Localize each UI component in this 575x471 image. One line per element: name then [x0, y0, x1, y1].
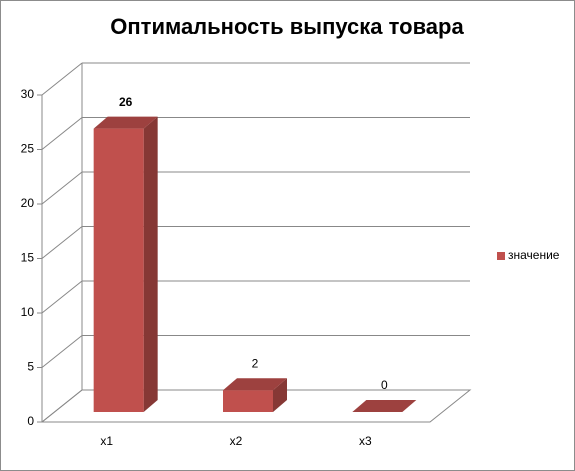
y-tick-label: 10: [21, 305, 35, 319]
bar-side: [143, 116, 158, 412]
x-tick-label: x2: [230, 434, 243, 448]
bar: [223, 390, 273, 412]
grid-line: [41, 226, 83, 259]
bar-top: [93, 116, 158, 129]
y-tick-label: 20: [21, 196, 35, 210]
grid-line: [41, 335, 83, 368]
x-tick-label: x3: [359, 434, 372, 448]
legend-label: значение: [508, 248, 560, 262]
data-label: 0: [381, 378, 388, 392]
x-tick-label: x1: [100, 434, 113, 448]
grid-line: [41, 280, 83, 314]
y-tick-label: 25: [21, 142, 35, 156]
grid-line: [41, 117, 83, 150]
grid-line: [41, 62, 83, 96]
y-tick-label: 30: [21, 87, 35, 101]
data-label: 2: [252, 356, 259, 370]
chart-title: Оптимальность выпуска товара: [110, 14, 464, 39]
y-tick-label: 15: [21, 251, 35, 265]
legend-marker: [497, 252, 505, 260]
y-tick-label: 5: [27, 360, 34, 374]
bar-side: [273, 378, 287, 412]
bar-top: [223, 378, 287, 391]
bar-top: [352, 400, 417, 412]
grid-line: [41, 171, 83, 205]
grid-line: [41, 389, 83, 423]
y-tick-label: 0: [27, 414, 34, 428]
bar: [93, 128, 144, 412]
data-label: 26: [119, 95, 133, 109]
